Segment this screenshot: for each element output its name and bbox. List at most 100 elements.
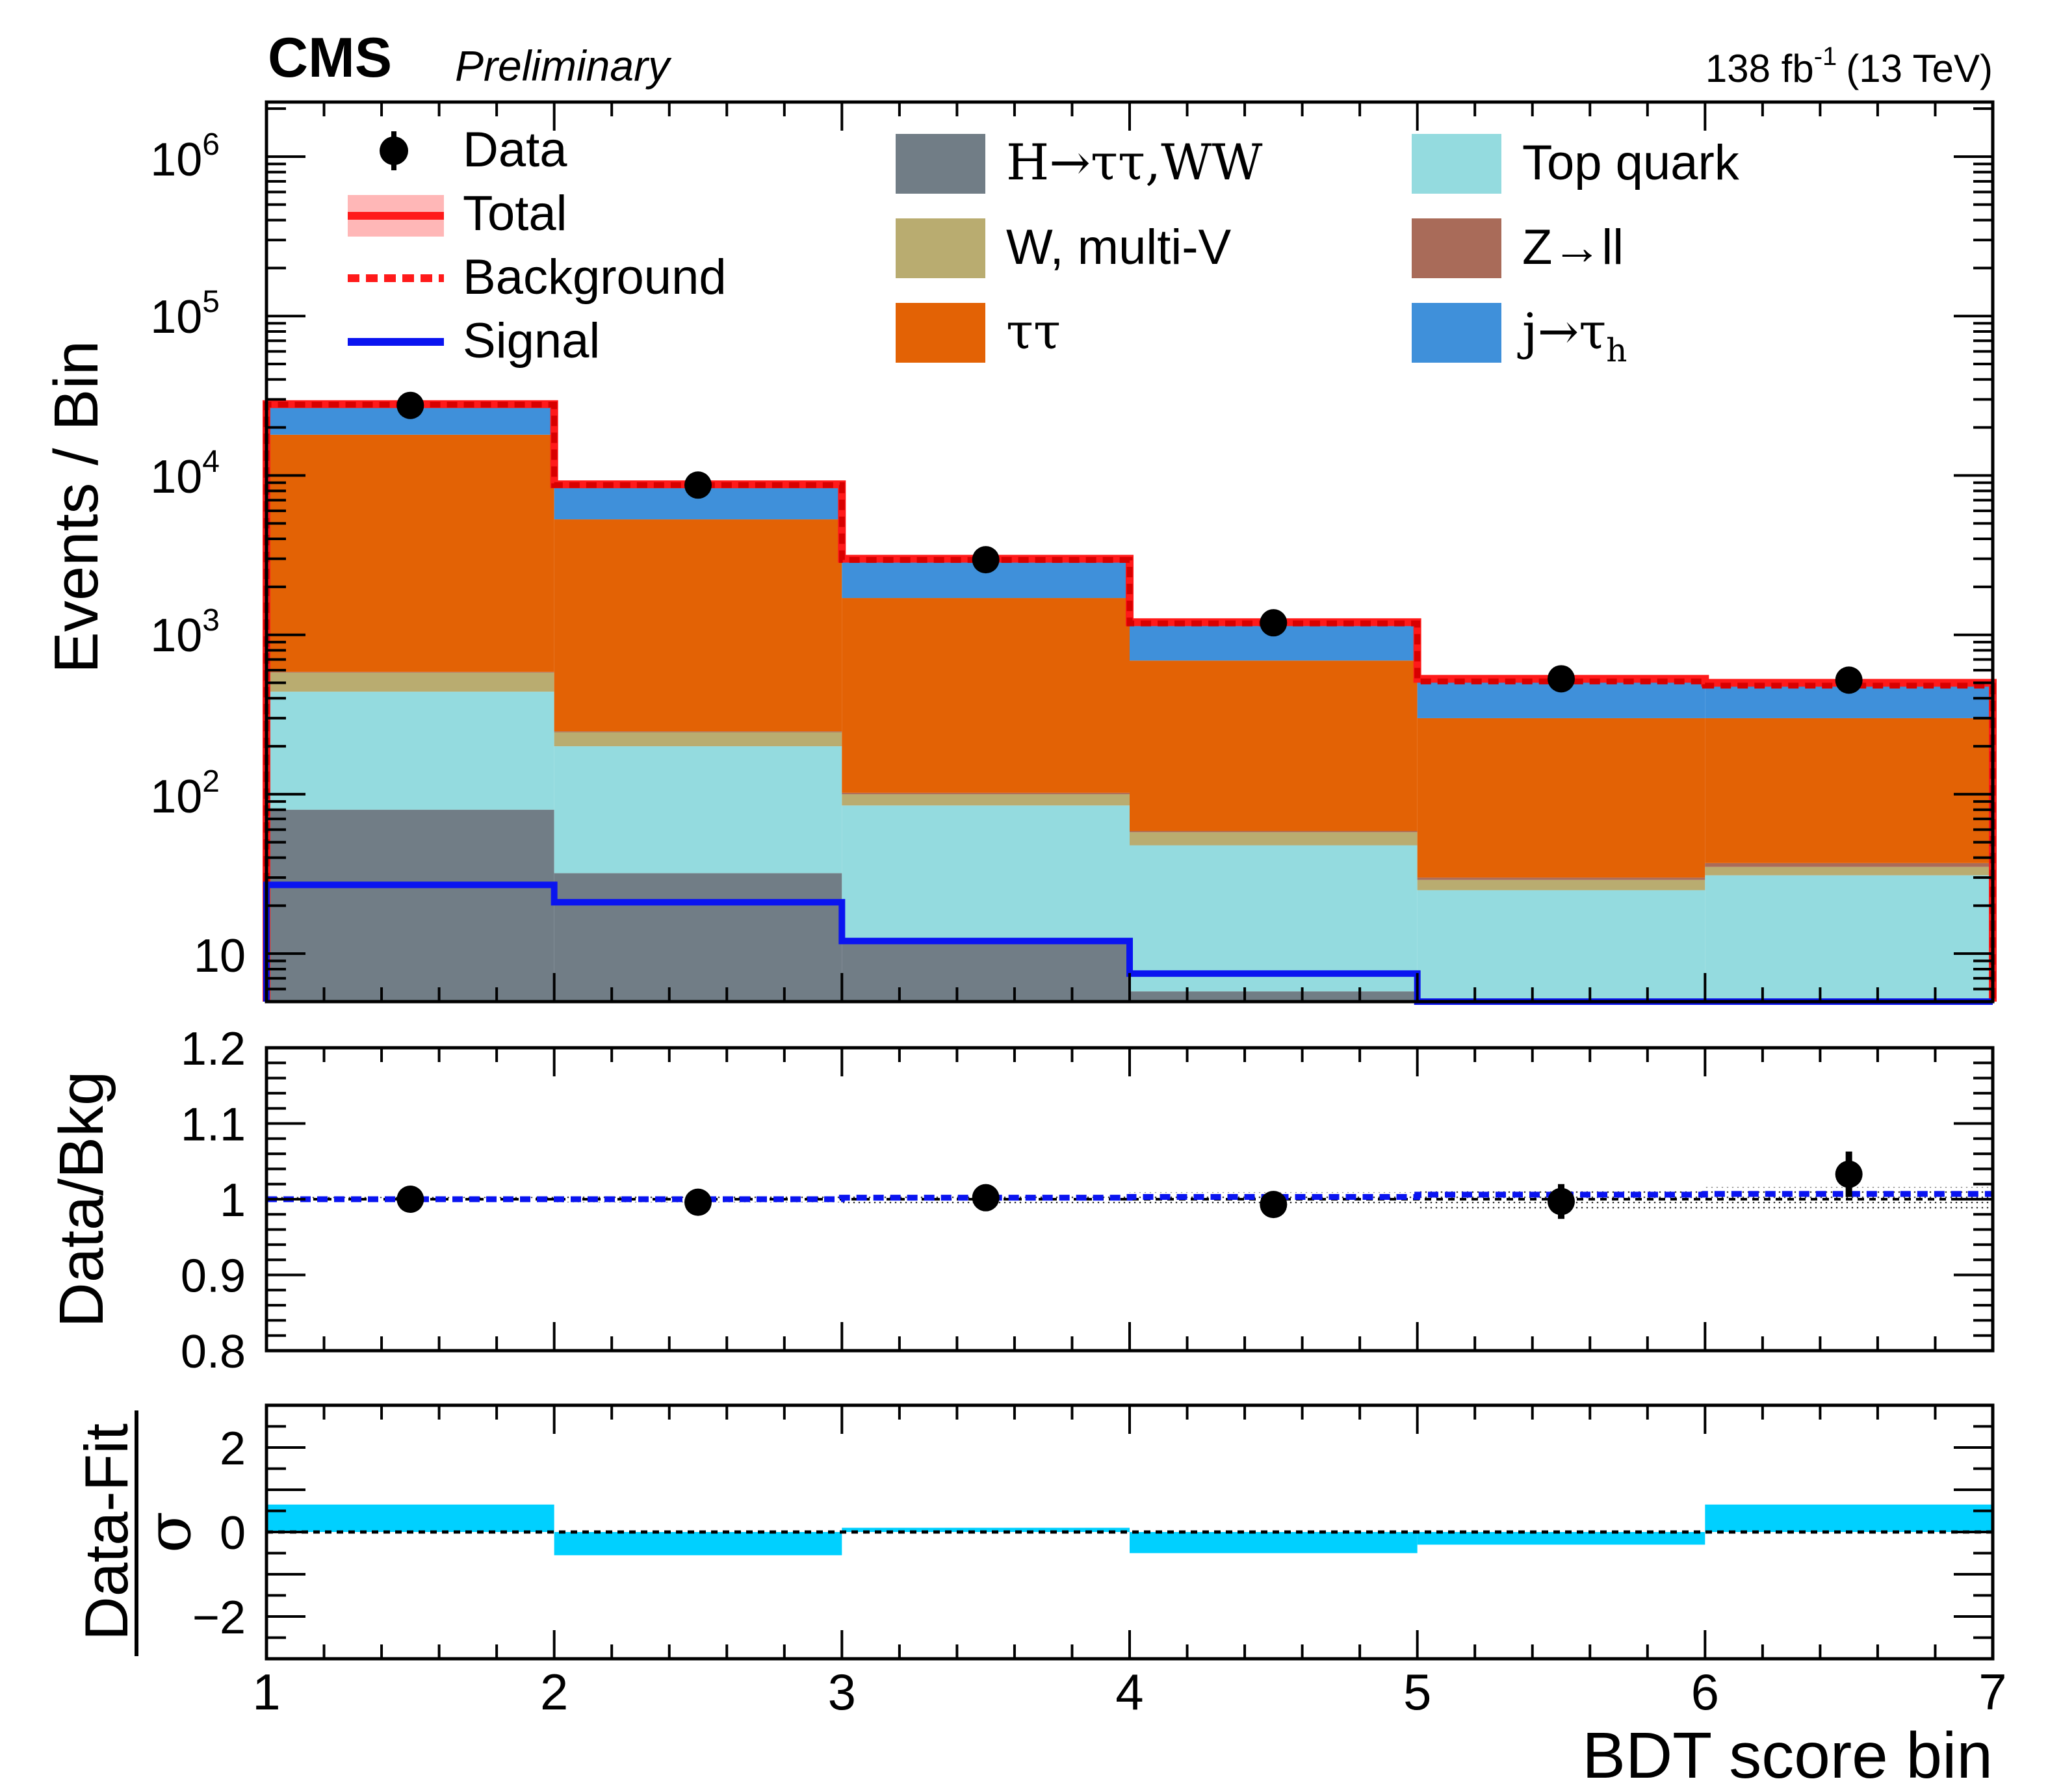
- stack-bar-tautau-bin-4: [1130, 660, 1418, 831]
- data-points: [396, 391, 1863, 694]
- x-tick-label-5: 5: [1403, 1663, 1431, 1721]
- ytick-1e6-exp: 6: [202, 127, 220, 162]
- ratio-point-bin-1: [396, 1186, 424, 1213]
- stack-bar-zll-bin-3: [842, 792, 1130, 794]
- legend-zll-label: Z→ll: [1522, 220, 1624, 275]
- stack-bar-zll-bin-1: [266, 671, 554, 673]
- pull-bars: [266, 1504, 1993, 1555]
- x-tick-label-7: 7: [1978, 1663, 2006, 1721]
- legend-entry-background: Background: [348, 250, 727, 305]
- stacked-backgrounds: [266, 404, 1993, 1002]
- legend-entry-data: Data: [380, 122, 567, 177]
- ytick-label-1e5: 105: [150, 285, 220, 343]
- legend-wmv-swatch: [896, 218, 985, 278]
- events-axis-title: Events / Bin: [42, 341, 111, 673]
- legend-jfake-base: j→τ: [1517, 302, 1606, 360]
- stack-bar-tautau-bin-3: [842, 598, 1130, 793]
- ratio-point-bin-6: [1835, 1160, 1863, 1188]
- stack-bar-htt-bin-2: [554, 873, 842, 1002]
- pull-axis-title: Data-Fit σ: [72, 1410, 205, 1656]
- ratio-ytick-labels: 0.8 0.9 1 1.1 1.2: [181, 1023, 246, 1378]
- stack-bar-htt-bin-1: [266, 809, 554, 1002]
- ytick-label-1e6: 106: [150, 127, 220, 186]
- legend-tautau-swatch: [896, 303, 985, 363]
- legend-jfake-sub: h: [1606, 331, 1627, 369]
- legend-top-label: Top quark: [1522, 135, 1740, 190]
- legend-entry-htt: H→ττ,WW: [896, 133, 1262, 194]
- luminosity-label: 138 fb-1 (13 TeV): [1705, 42, 1993, 90]
- ratio-ytick-label-3: 1.1: [181, 1099, 246, 1151]
- legend-data-marker: [380, 136, 408, 165]
- stack-bar-tautau-bin-5: [1417, 718, 1705, 878]
- ytick-1e3-base: 10: [150, 610, 202, 662]
- x-tick-label-4: 4: [1115, 1663, 1143, 1721]
- pull-ytick-labels: −2 0 2: [192, 1423, 246, 1644]
- x-tick-label-3: 3: [828, 1663, 856, 1721]
- ratio-ytick-label-1: 0.9: [181, 1251, 246, 1303]
- ratio-ytick-label-2: 1: [220, 1175, 246, 1227]
- legend-tautau-label: ττ: [1006, 302, 1061, 360]
- data-point-bin-2: [684, 471, 712, 499]
- pull-ytick-label-0: −2: [192, 1592, 246, 1644]
- ytick-1e2-exp: 2: [202, 764, 220, 799]
- legend-htt-swatch: [896, 134, 985, 194]
- legend-signal-label: Signal: [463, 313, 600, 369]
- legend-entry-zll: Z→ll: [1412, 218, 1624, 278]
- stack-bar-wmv-bin-2: [554, 732, 842, 747]
- stack-bar-wmv-bin-1: [266, 672, 554, 692]
- legend-jfake-label: j→τh: [1517, 302, 1627, 369]
- legend-background-label: Background: [463, 250, 727, 305]
- stack-bar-top-bin-2: [554, 746, 842, 874]
- stack-bar-zll-bin-4: [1130, 831, 1418, 833]
- top-panel-frame: [265, 100, 1995, 1004]
- stack-bar-htt-bin-4: [1130, 991, 1418, 1002]
- stack-bar-tautau-bin-6: [1705, 718, 1993, 863]
- stack-bar-wmv-bin-3: [842, 794, 1130, 806]
- ratio-ytick-label-0: 0.8: [181, 1326, 246, 1378]
- pull-bar-bin-1: [266, 1504, 554, 1532]
- ytick-label-1e3: 103: [150, 603, 220, 662]
- x-tick-label-6: 6: [1691, 1663, 1719, 1721]
- stack-bar-wmv-bin-6: [1705, 866, 1993, 876]
- legend-entry-jfake: j→τh: [1412, 302, 1627, 369]
- ytick-label-1e1: 10: [194, 930, 246, 982]
- stack-bar-top-bin-4: [1130, 845, 1418, 992]
- pull-panel-frame: [265, 1403, 1995, 1661]
- data-point-bin-1: [396, 391, 424, 419]
- pull-bar-bin-2: [554, 1532, 842, 1555]
- top-axis-ticks: [265, 102, 1994, 1003]
- legend: Data Total Background Signal H→ττ,WW W, …: [348, 122, 1740, 369]
- ytick-1e5-base: 10: [150, 291, 202, 343]
- pull-panel: [265, 1403, 1995, 1661]
- stack-bar-top-bin-6: [1705, 875, 1993, 1002]
- stack-bar-wmv-bin-5: [1417, 879, 1705, 890]
- pull-bar-bin-6: [1705, 1504, 1993, 1532]
- ratio-point-bin-4: [1260, 1191, 1288, 1219]
- ytick-1e3-exp: 3: [202, 603, 220, 638]
- legend-entry-wmv: W, multi-V: [896, 218, 1232, 278]
- ratio-data-points: [396, 1151, 1863, 1219]
- ratio-point-bin-2: [684, 1188, 712, 1216]
- legend-zll-swatch: [1412, 218, 1501, 278]
- stack-bar-htt-bin-3: [842, 941, 1130, 1002]
- data-point-bin-3: [972, 546, 1000, 574]
- ytick-label-1e2: 102: [150, 764, 220, 823]
- ratio-total-line: [266, 1191, 1993, 1202]
- data-point-bin-4: [1260, 609, 1288, 637]
- ratio-point-bin-5: [1548, 1188, 1575, 1215]
- ytick-1e1-base: 10: [194, 930, 246, 982]
- lumi-energy: (13 TeV): [1846, 47, 1993, 90]
- ratio-signal-plus-bkg-line: [266, 1191, 1993, 1202]
- stack-bar-top-bin-5: [1417, 890, 1705, 1002]
- cms-label: CMS: [268, 27, 392, 89]
- stack-bar-tautau-bin-2: [554, 519, 842, 732]
- pull-axis-title-denominator: σ: [134, 1511, 205, 1553]
- stack-bar-wmv-bin-4: [1130, 832, 1418, 846]
- ratio-panel-frame: [265, 1046, 1995, 1353]
- legend-entry-top: Top quark: [1412, 134, 1740, 194]
- stack-bar-top-bin-3: [842, 805, 1130, 941]
- legend-jfake-swatch: [1412, 303, 1501, 363]
- ytick-1e6-base: 10: [150, 134, 202, 186]
- legend-htt-label: H→ττ,WW: [1006, 133, 1262, 191]
